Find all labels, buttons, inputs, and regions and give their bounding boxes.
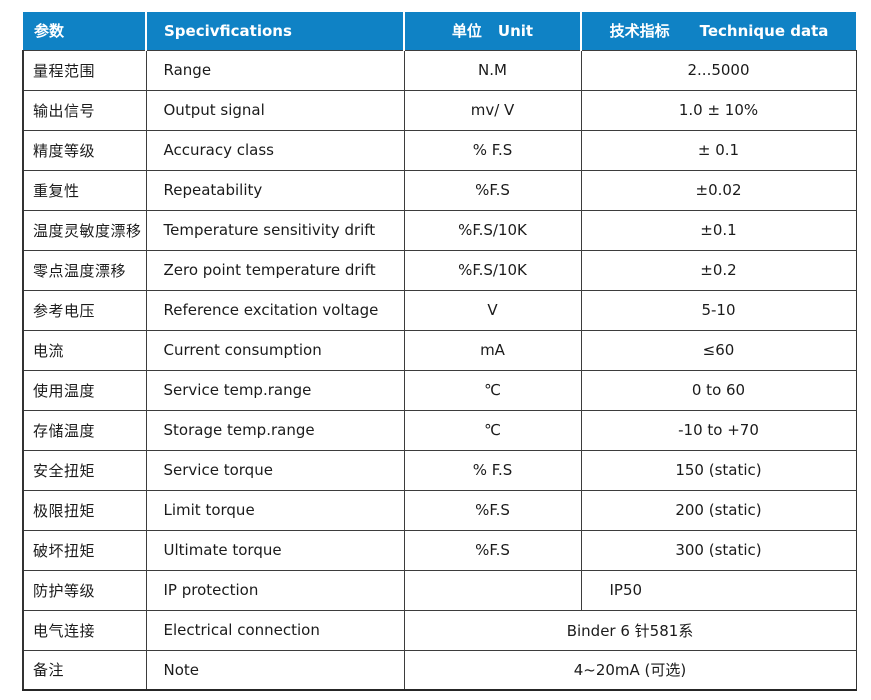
spec-name-en: IP protection xyxy=(145,569,405,611)
value-cell: 2...5000 xyxy=(580,49,857,91)
unit-cell: N.M xyxy=(403,49,582,91)
table-row: 备注 Note 4~20mA (可选) xyxy=(22,649,857,691)
param-name-cn: 极限扭矩 xyxy=(22,489,147,531)
table-row: 零点温度漂移 Zero point temperature drift %F.S… xyxy=(22,249,857,291)
unit-cell: ℃ xyxy=(403,369,582,411)
table-row: 存储温度 Storage temp.range ℃ -10 to +70 xyxy=(22,409,857,451)
table-row: 使用温度 Service temp.range ℃ 0 to 60 xyxy=(22,369,857,411)
table-row: 参考电压 Reference excitation voltage V 5-10 xyxy=(22,289,857,331)
unit-cell xyxy=(403,569,582,611)
header-unit-en: Unit xyxy=(497,21,534,40)
spec-name-en: Zero point temperature drift xyxy=(145,249,405,291)
param-name-cn: 参考电压 xyxy=(22,289,147,331)
value-cell: IP50 xyxy=(580,569,857,611)
unit-cell: %F.S xyxy=(403,169,582,211)
header-specifications: Specivfications xyxy=(145,12,404,50)
param-name-cn: 存储温度 xyxy=(22,409,147,451)
value-cell: 1.0 ± 10% xyxy=(580,89,857,131)
param-name-cn: 温度灵敏度漂移 xyxy=(22,209,147,251)
table-row: 安全扭矩 Service torque % F.S 150 (static) xyxy=(22,449,857,491)
param-name-cn: 备注 xyxy=(22,649,147,691)
param-name-cn: 电流 xyxy=(22,329,147,371)
table-row: 破坏扭矩 Ultimate torque %F.S 300 (static) xyxy=(22,529,857,571)
param-name-cn: 防护等级 xyxy=(22,569,147,611)
param-name-cn: 零点温度漂移 xyxy=(22,249,147,291)
spec-name-en: Service temp.range xyxy=(145,369,405,411)
value-cell: Binder 6 针581系 xyxy=(403,609,857,651)
param-name-cn: 精度等级 xyxy=(22,129,147,171)
table-row: 防护等级 IP protection IP50 xyxy=(22,569,857,611)
header-unit-cn: 单位 xyxy=(451,22,482,41)
table-row: 输出信号 Output signal mv/ V 1.0 ± 10% xyxy=(22,89,857,131)
spec-name-en: Limit torque xyxy=(145,489,405,531)
unit-cell: % F.S xyxy=(403,449,582,491)
value-cell: 0 to 60 xyxy=(580,369,857,411)
value-cell: -10 to +70 xyxy=(580,409,857,451)
unit-cell: %F.S xyxy=(403,489,582,531)
unit-cell: % F.S xyxy=(403,129,582,171)
spec-name-en: Note xyxy=(145,649,405,691)
spec-name-en: Reference excitation voltage xyxy=(145,289,405,331)
spec-name-en: Storage temp.range xyxy=(145,409,405,451)
spec-name-en: Electrical connection xyxy=(145,609,405,651)
unit-cell: ℃ xyxy=(403,409,582,451)
param-name-cn: 使用温度 xyxy=(22,369,147,411)
spec-name-en: Temperature sensitivity drift xyxy=(145,209,405,251)
header-param: 参数 xyxy=(23,12,146,50)
value-cell: 150 (static) xyxy=(580,449,857,491)
header-specifications-label: Specivfications xyxy=(164,21,292,40)
value-cell: ± 0.1 xyxy=(580,129,857,171)
param-name-cn: 量程范围 xyxy=(22,49,147,91)
spec-name-en: Range xyxy=(145,49,405,91)
table-row: 重复性 Repeatability %F.S ±0.02 xyxy=(22,169,857,211)
value-cell: 4~20mA (可选) xyxy=(403,649,857,691)
spec-table: 参数 Specivfications 单位 Unit 技术指标 Techniqu… xyxy=(22,12,857,691)
table-row: 温度灵敏度漂移 Temperature sensitivity drift %F… xyxy=(22,209,857,251)
header-technique-cn: 技术指标 xyxy=(609,22,670,41)
value-cell: 5-10 xyxy=(580,289,857,331)
unit-cell: %F.S/10K xyxy=(403,249,582,291)
param-name-cn: 输出信号 xyxy=(22,89,147,131)
header-param-label: 参数 xyxy=(34,22,65,41)
param-name-cn: 破坏扭矩 xyxy=(22,529,147,571)
spec-name-en: Current consumption xyxy=(145,329,405,371)
header-row: 参数 Specivfications 单位 Unit 技术指标 Techniqu… xyxy=(23,12,856,50)
spec-name-en: Accuracy class xyxy=(145,129,405,171)
unit-cell: %F.S/10K xyxy=(403,209,582,251)
value-cell: ±0.02 xyxy=(580,169,857,211)
spec-name-en: Service torque xyxy=(145,449,405,491)
table-row: 极限扭矩 Limit torque %F.S 200 (static) xyxy=(22,489,857,531)
value-cell: 200 (static) xyxy=(580,489,857,531)
value-cell: 300 (static) xyxy=(580,529,857,571)
header-technique-en: Technique data xyxy=(699,21,829,40)
value-cell: ≤60 xyxy=(580,329,857,371)
unit-cell: V xyxy=(403,289,582,331)
table-row: 量程范围 Range N.M 2...5000 xyxy=(22,49,857,91)
table-row: 电流 Current consumption mA ≤60 xyxy=(22,329,857,371)
spec-name-en: Output signal xyxy=(145,89,405,131)
unit-cell: mA xyxy=(403,329,582,371)
param-name-cn: 重复性 xyxy=(22,169,147,211)
spec-name-en: Ultimate torque xyxy=(145,529,405,571)
spec-table-header: 参数 Specivfications 单位 Unit 技术指标 Techniqu… xyxy=(23,12,856,50)
spec-table-body: 量程范围 Range N.M 2...5000 输出信号 Output sign… xyxy=(22,49,857,691)
param-name-cn: 电气连接 xyxy=(22,609,147,651)
table-row: 电气连接 Electrical connection Binder 6 针581… xyxy=(22,609,857,651)
unit-cell: mv/ V xyxy=(403,89,582,131)
param-name-cn: 安全扭矩 xyxy=(22,449,147,491)
value-cell: ±0.1 xyxy=(580,209,857,251)
header-unit: 单位 Unit xyxy=(403,12,581,50)
table-row: 精度等级 Accuracy class % F.S ± 0.1 xyxy=(22,129,857,171)
unit-cell: %F.S xyxy=(403,529,582,571)
spec-name-en: Repeatability xyxy=(145,169,405,211)
header-technique-data: 技术指标 Technique data xyxy=(580,12,856,50)
value-cell: ±0.2 xyxy=(580,249,857,291)
